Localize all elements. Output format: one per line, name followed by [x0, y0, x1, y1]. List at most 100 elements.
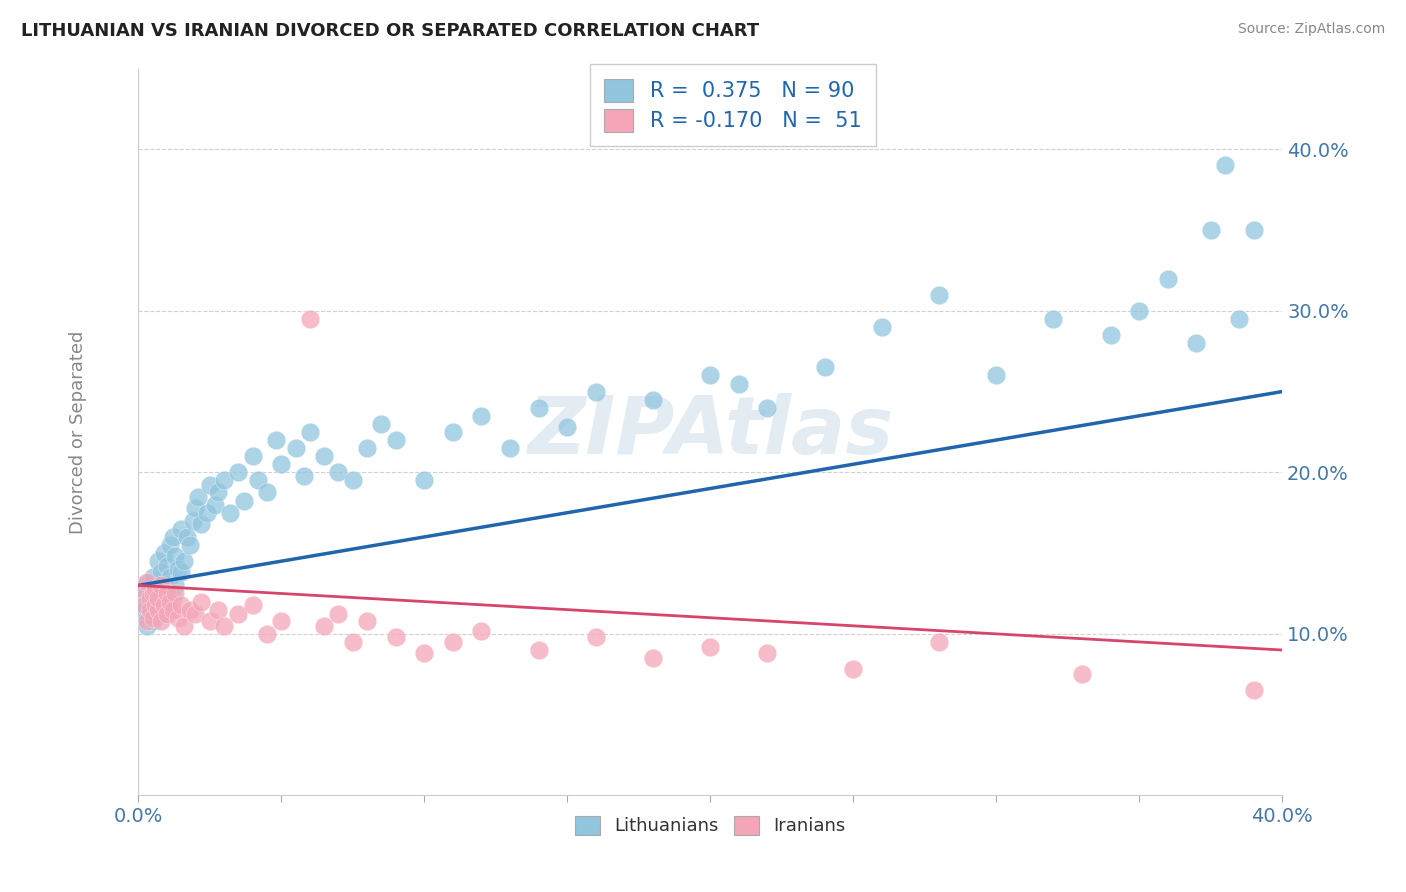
Point	[256, 627, 278, 641]
Point	[138, 598, 160, 612]
Point	[145, 598, 167, 612]
Point	[207, 484, 229, 499]
Point	[167, 562, 190, 576]
Point	[156, 559, 179, 574]
Point	[1071, 667, 1094, 681]
Point	[135, 611, 157, 625]
Point	[527, 643, 550, 657]
Point	[145, 582, 167, 596]
Point	[256, 484, 278, 499]
Point	[264, 433, 287, 447]
Point	[314, 449, 336, 463]
Point	[292, 468, 315, 483]
Point	[928, 287, 950, 301]
Point	[156, 607, 179, 622]
Point	[384, 630, 406, 644]
Point	[1243, 683, 1265, 698]
Point	[148, 554, 170, 568]
Point	[176, 530, 198, 544]
Point	[129, 594, 152, 608]
Point	[413, 474, 436, 488]
Point	[179, 538, 201, 552]
Point	[870, 320, 893, 334]
Point	[270, 614, 292, 628]
Point	[218, 506, 240, 520]
Point	[170, 566, 193, 580]
Point	[156, 586, 179, 600]
Point	[167, 611, 190, 625]
Point	[527, 401, 550, 415]
Point	[135, 619, 157, 633]
Point	[212, 474, 235, 488]
Point	[138, 607, 160, 622]
Point	[756, 646, 779, 660]
Point	[228, 607, 250, 622]
Point	[270, 457, 292, 471]
Point	[342, 635, 364, 649]
Point	[190, 594, 212, 608]
Point	[153, 602, 176, 616]
Point	[159, 594, 181, 608]
Point	[142, 614, 165, 628]
Point	[184, 500, 207, 515]
Point	[173, 554, 195, 568]
Point	[132, 598, 155, 612]
Point	[138, 582, 160, 596]
Point	[1157, 271, 1180, 285]
Point	[242, 449, 264, 463]
Point	[842, 662, 865, 676]
Text: ZIPAtlas: ZIPAtlas	[527, 393, 893, 471]
Point	[148, 594, 170, 608]
Point	[198, 478, 221, 492]
Point	[138, 591, 160, 606]
Point	[165, 578, 187, 592]
Point	[727, 376, 749, 391]
Point	[132, 578, 155, 592]
Point	[814, 360, 837, 375]
Point	[142, 591, 165, 606]
Point	[145, 611, 167, 625]
Point	[142, 586, 165, 600]
Point	[212, 619, 235, 633]
Point	[179, 602, 201, 616]
Point	[470, 624, 492, 638]
Point	[247, 474, 270, 488]
Point	[170, 598, 193, 612]
Point	[184, 607, 207, 622]
Text: Source: ZipAtlas.com: Source: ZipAtlas.com	[1237, 22, 1385, 37]
Point	[699, 640, 721, 654]
Point	[204, 498, 226, 512]
Point	[135, 614, 157, 628]
Point	[150, 578, 173, 592]
Point	[135, 586, 157, 600]
Point	[170, 522, 193, 536]
Point	[314, 619, 336, 633]
Point	[328, 607, 350, 622]
Point	[342, 474, 364, 488]
Point	[1199, 223, 1222, 237]
Point	[207, 602, 229, 616]
Point	[641, 651, 664, 665]
Point	[153, 598, 176, 612]
Point	[190, 516, 212, 531]
Point	[242, 598, 264, 612]
Point	[138, 602, 160, 616]
Point	[298, 425, 321, 439]
Point	[148, 578, 170, 592]
Text: LITHUANIAN VS IRANIAN DIVORCED OR SEPARATED CORRELATION CHART: LITHUANIAN VS IRANIAN DIVORCED OR SEPARA…	[21, 22, 759, 40]
Point	[233, 494, 256, 508]
Point	[1243, 223, 1265, 237]
Point	[356, 441, 378, 455]
Legend: Lithuanians, Iranians: Lithuanians, Iranians	[567, 806, 855, 845]
Point	[384, 433, 406, 447]
Point	[165, 586, 187, 600]
Point	[756, 401, 779, 415]
Point	[499, 441, 522, 455]
Point	[150, 607, 173, 622]
Point	[195, 506, 218, 520]
Point	[148, 602, 170, 616]
Point	[1099, 328, 1122, 343]
Point	[162, 602, 184, 616]
Point	[148, 591, 170, 606]
Point	[138, 575, 160, 590]
